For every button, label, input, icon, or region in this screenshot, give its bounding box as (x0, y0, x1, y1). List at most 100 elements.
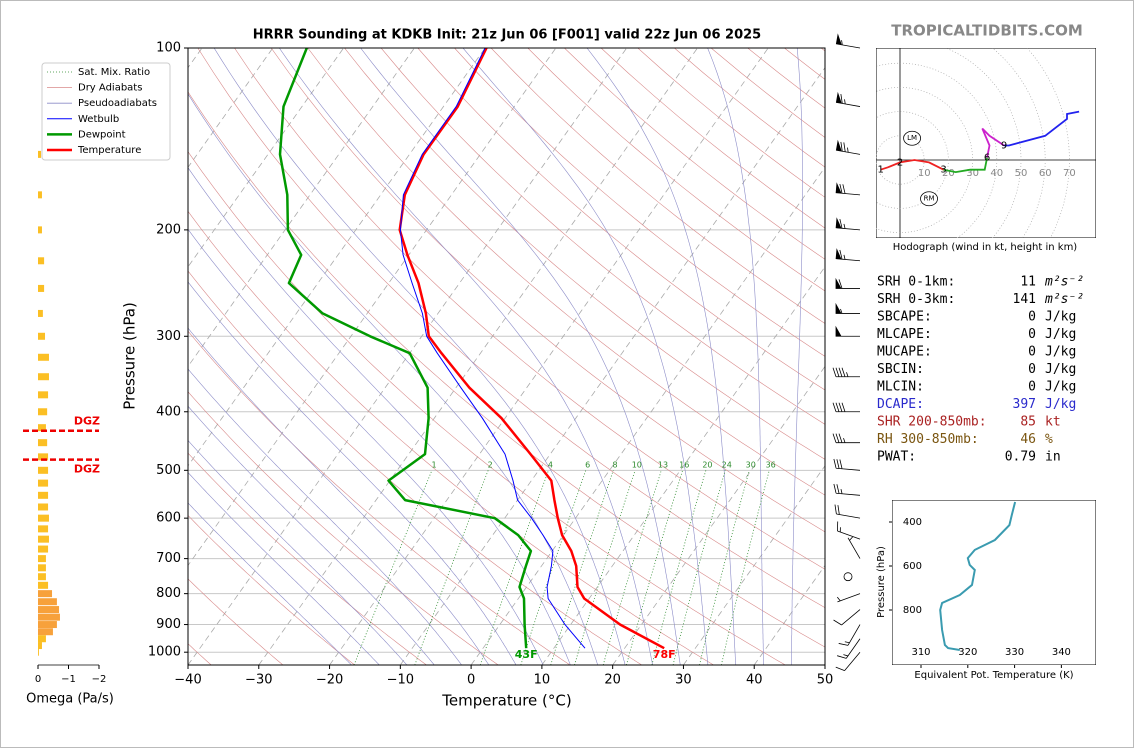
wind-barb (835, 182, 861, 196)
omega-bar (38, 479, 49, 487)
y-tick-label: 600 (156, 511, 181, 526)
isotherm (188, 48, 344, 268)
x-tick-label: −40 (174, 673, 201, 688)
isotherm (329, 48, 769, 665)
parameter-unit: J/kg (1045, 310, 1076, 325)
hodograph-ring (876, 111, 949, 209)
omega-bar (38, 525, 49, 533)
legend-label: Temperature (77, 145, 141, 156)
theta-e-y-label: Pressure (hPa) (876, 546, 887, 618)
pseudoadiabat (188, 472, 380, 665)
dry-adiabat (188, 578, 284, 665)
omega-bar (38, 613, 60, 621)
y-tick-label: 500 (156, 463, 181, 478)
dgz-label: DGZ (74, 415, 100, 428)
theta-e-x-tick-label: 340 (1052, 647, 1071, 658)
mixing-ratio-line (574, 470, 636, 665)
pseudoadiabat (188, 167, 571, 665)
mixing-ratio-line (602, 470, 662, 665)
pseudoadiabat (188, 405, 435, 665)
parameter-label: SRH 0-1km: (877, 275, 955, 290)
wind-barb (834, 504, 861, 519)
x-tick-label: 50 (817, 673, 834, 688)
parameter-label: MUCAPE: (877, 345, 932, 360)
mixing-ratio-line (721, 470, 770, 665)
isotherm (188, 48, 274, 168)
dry-adiabat (188, 452, 427, 665)
dry-adiabat (234, 48, 825, 570)
hodograph-ring (876, 135, 925, 185)
parameter-label: DCAPE: (877, 397, 924, 412)
omega-bar (38, 408, 48, 416)
legend-label: Dry Adiabats (78, 83, 142, 94)
omega-bar (38, 535, 49, 543)
wind-barb (832, 402, 860, 413)
wind-barb (835, 651, 861, 671)
wind-barb (835, 33, 861, 49)
parameter-label: PWAT: (877, 450, 916, 465)
hodograph-ring (991, 48, 1046, 238)
legend-box (41, 62, 171, 161)
x-tick-label: 30 (675, 673, 692, 688)
wind-barb (835, 248, 861, 262)
wind-barb (833, 483, 861, 496)
omega-bar (38, 391, 49, 399)
y-tick-label: 800 (156, 586, 181, 601)
dry-adiabat (188, 91, 825, 648)
parameter-unit: m²s⁻² (1044, 275, 1084, 290)
hodograph-ring (944, 48, 1022, 238)
pseudoadiabat (188, 368, 462, 665)
omega-bar (38, 150, 42, 158)
wind-barb (837, 521, 861, 540)
omega-bar (38, 332, 46, 340)
wind-barb (835, 325, 860, 337)
x-tick-label: 0 (467, 673, 475, 688)
storm-motion-marker (903, 130, 921, 146)
wind-barb (835, 139, 861, 155)
pseudoadiabat (462, 48, 709, 665)
parameter-value: 85 (1020, 415, 1036, 430)
parameter-label: SBCAPE: (877, 310, 932, 325)
parameter-value: 11 (1020, 275, 1036, 290)
y-axis-label: Pressure (hPa) (121, 302, 139, 410)
hodograph-ring-label: 70 (1063, 168, 1076, 179)
dry-adiabat (454, 48, 825, 357)
parameter-label: RH 300-850mb: (877, 432, 979, 447)
hodograph-line (981, 127, 1005, 158)
x-tick-label: 40 (746, 673, 763, 688)
mixing-ratio-line (699, 470, 750, 665)
isotherm (258, 48, 698, 665)
parameter-value: 0.79 (1005, 450, 1036, 465)
mixing-ratio-label: 20 (702, 461, 712, 470)
wind-barb (832, 367, 860, 378)
height-marker: 2 (897, 157, 903, 168)
legend-label: Pseudoadiabats (78, 98, 157, 109)
y-tick-label: 100 (156, 41, 181, 56)
parameter-label: SRH 0-3km: (877, 292, 955, 307)
dry-adiabat (417, 48, 825, 391)
pseudoadiabat (707, 48, 764, 665)
mixing-ratio-label: 6 (585, 461, 590, 470)
hodograph-ring-label: 10 (918, 168, 931, 179)
hodograph-line (880, 159, 945, 171)
hodograph-ring (1026, 48, 1070, 238)
pseudoadiabat (188, 439, 408, 665)
x-axis-label: Temperature (°C) (441, 692, 571, 710)
hodograph-ring-label: 60 (1039, 168, 1052, 179)
omega-bar (38, 621, 57, 629)
wind-barb (832, 433, 860, 444)
mixing-ratio-line (651, 470, 707, 665)
omega-x-tick-label: −2 (92, 674, 107, 685)
omega-bar (38, 439, 48, 447)
dgz-label: DGZ (74, 463, 100, 476)
x-tick-label: 20 (604, 673, 621, 688)
mixing-ratio-label: 4 (548, 461, 553, 470)
pseudoadiabat (360, 48, 681, 665)
wind-barb (833, 609, 861, 626)
theta-e-x-tick-label: 310 (911, 647, 930, 658)
mixing-ratio-label: 8 (612, 461, 617, 470)
mixing-ratio-line (353, 470, 433, 665)
hodograph-line (1004, 110, 1080, 147)
hodograph-ring-label: 50 (1015, 168, 1028, 179)
omega-bar (38, 309, 43, 317)
